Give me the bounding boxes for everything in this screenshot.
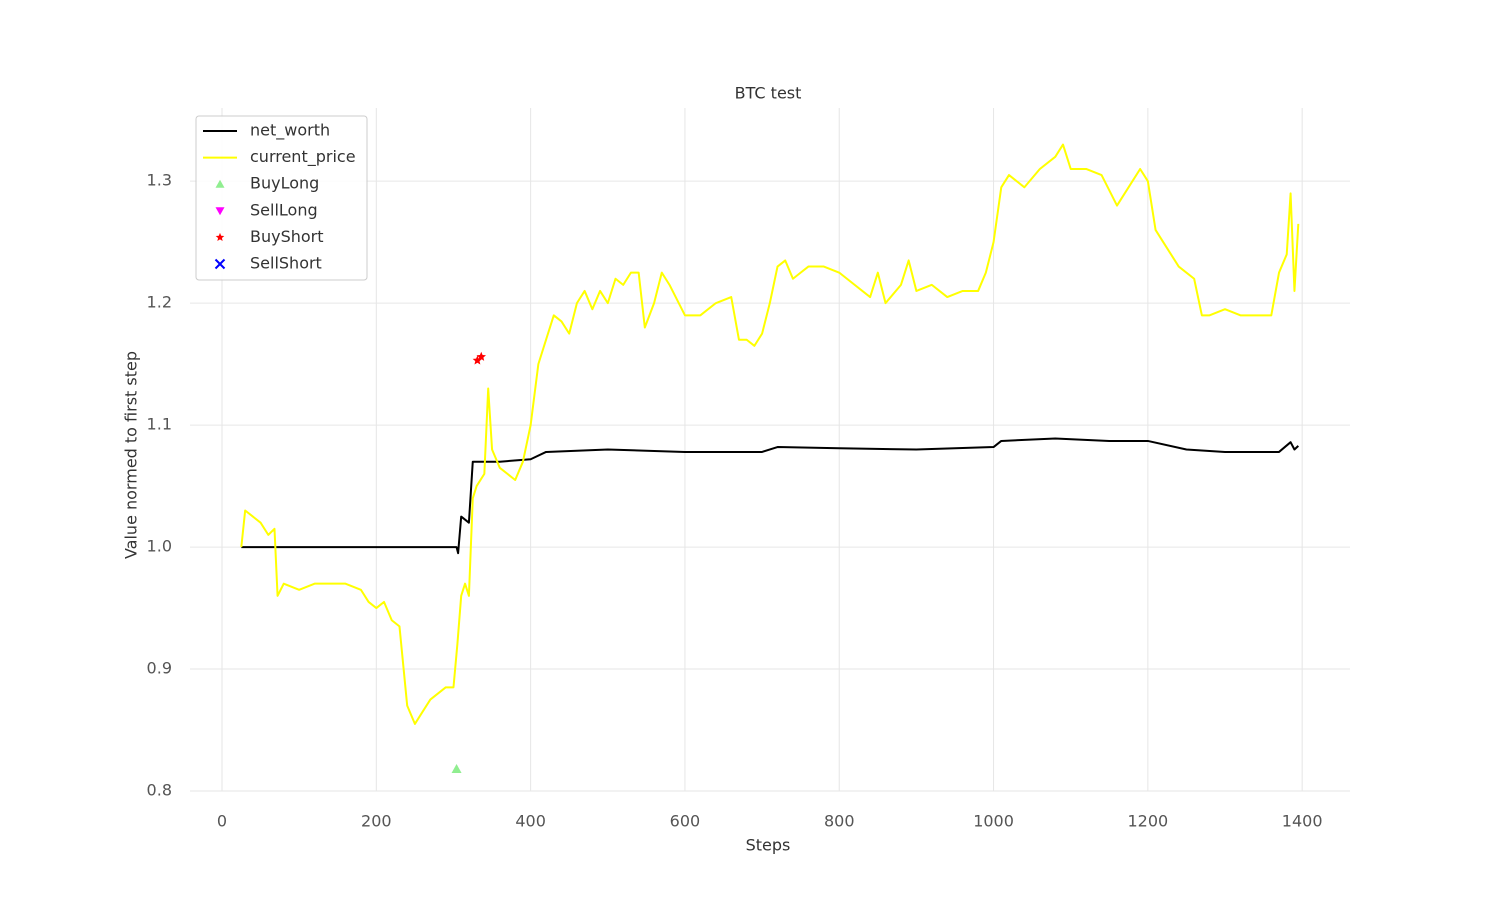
legend-label: SellShort (250, 254, 322, 273)
legend-label: SellLong (250, 200, 318, 219)
y-axis-label: Value normed to first step (122, 351, 141, 559)
legend-label: net_worth (250, 121, 330, 141)
x-tick-label: 1400 (1282, 812, 1323, 831)
y-tick-label: 0.8 (147, 781, 172, 800)
marker (476, 351, 487, 361)
x-tick-label: 800 (824, 812, 855, 831)
series-line (241, 437, 1299, 555)
legend-label: BuyShort (250, 227, 324, 246)
chart-title: BTC test (735, 84, 802, 103)
legend-swatch (215, 179, 225, 188)
legend-label: current_price (250, 147, 356, 167)
legend-box (195, 115, 368, 281)
y-tick-label: 1.3 (147, 171, 172, 190)
legend-swatch (215, 207, 225, 216)
y-tick-label: 1.2 (147, 293, 172, 312)
legend-swatch (215, 232, 225, 242)
x-tick-label: 600 (670, 812, 701, 831)
legend-label: BuyLong (250, 174, 319, 193)
x-tick-label: 1000 (973, 812, 1014, 831)
legend: net_worth current_price BuyLong SellLong Buy… (195, 115, 368, 281)
x-tick-label: 200 (361, 812, 392, 831)
x-tick-label: 400 (515, 812, 546, 831)
series-line (240, 143, 1300, 725)
marker (451, 764, 462, 774)
y-tick-label: 1.1 (147, 415, 172, 434)
legend-swatch (214, 258, 226, 270)
marker (472, 355, 483, 365)
y-tick-label: 0.9 (147, 659, 172, 678)
x-tick-label: 1200 (1127, 812, 1168, 831)
x-axis-label: Steps (746, 836, 791, 855)
y-tick-label: 1.0 (147, 537, 172, 556)
x-tick-label: 0 (217, 812, 227, 831)
